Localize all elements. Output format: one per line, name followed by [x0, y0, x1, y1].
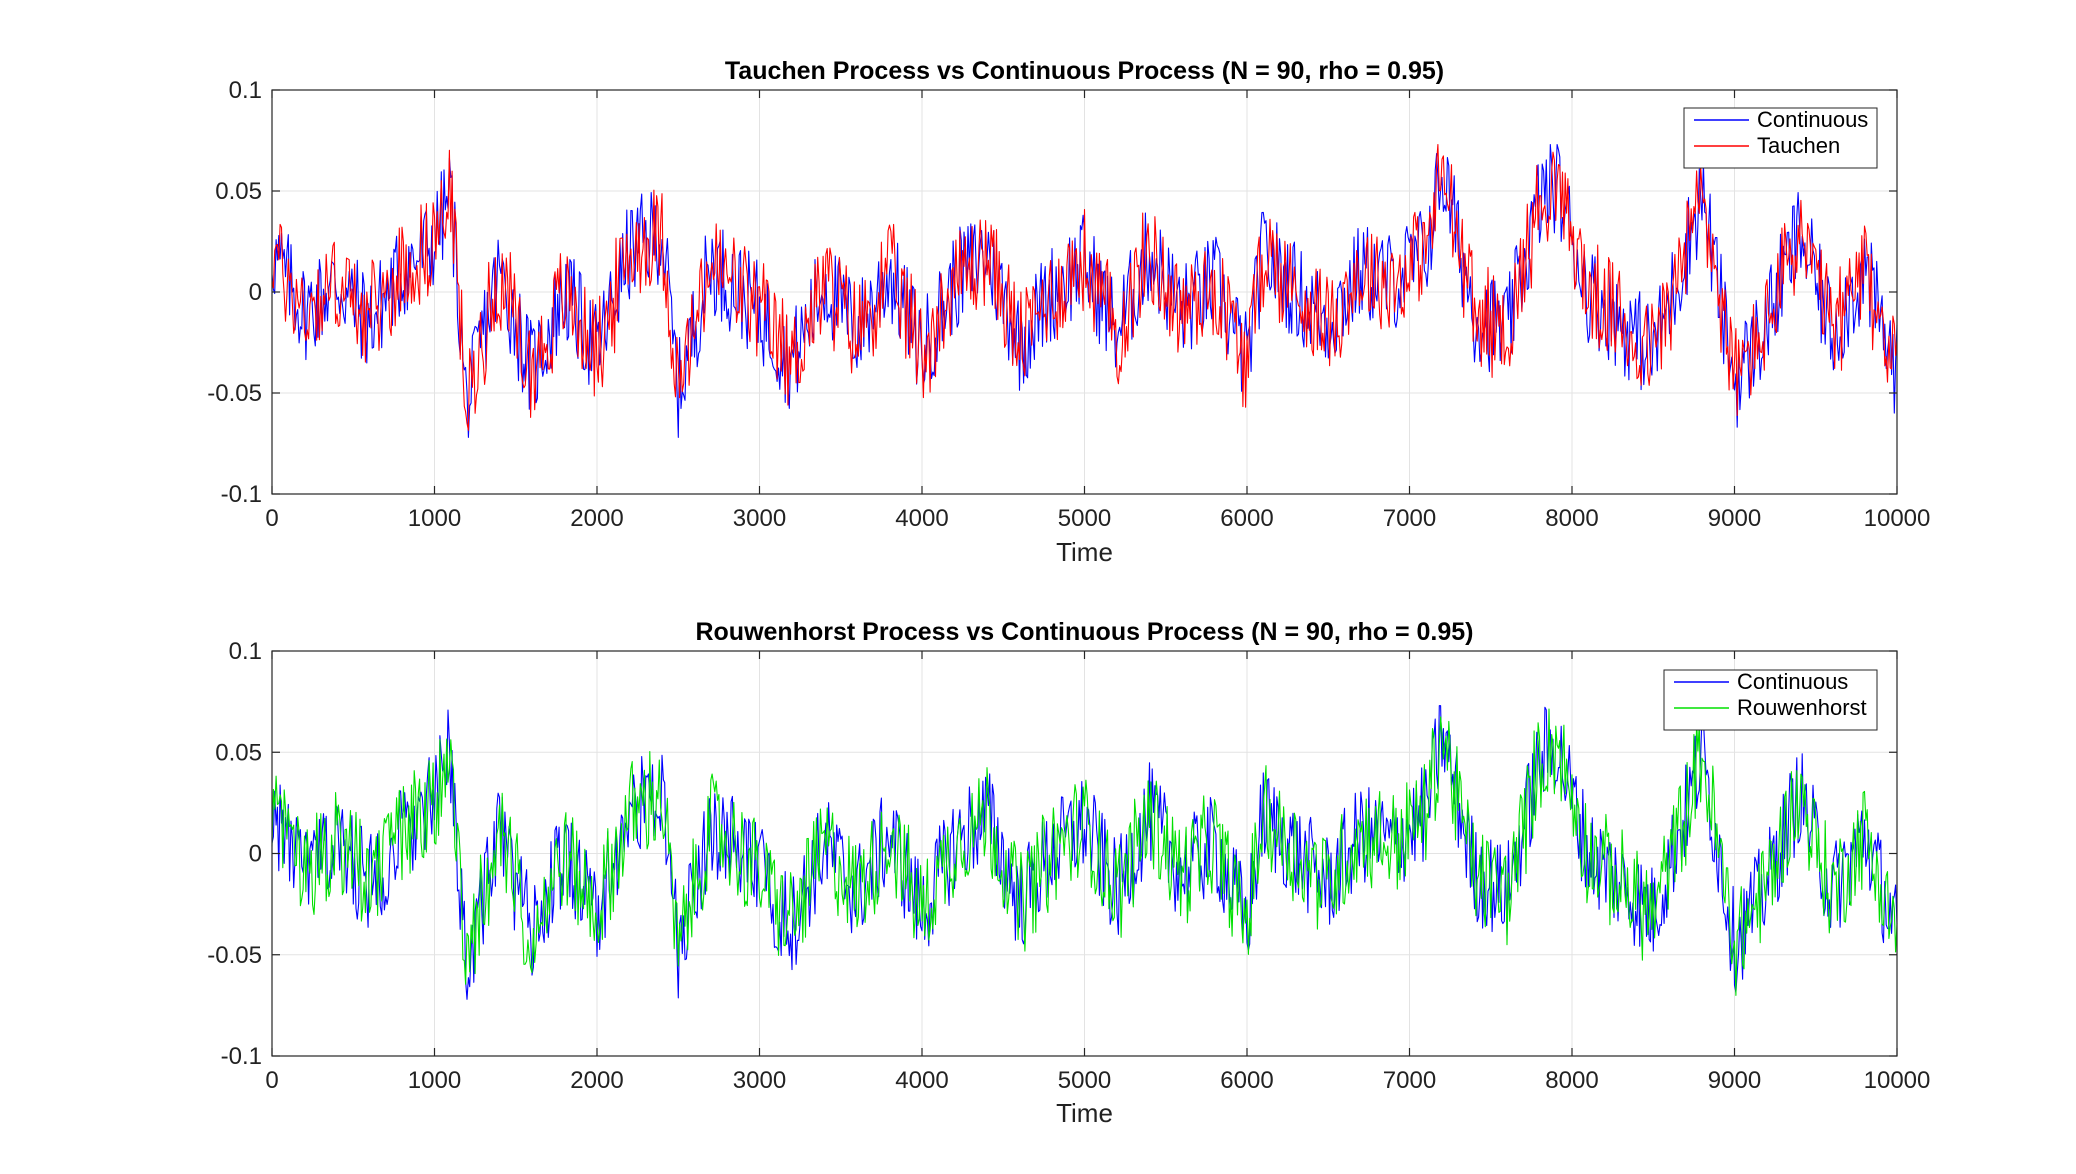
series-line-rouwenhorst: [271, 708, 1898, 996]
y-tick-label: 0.1: [229, 638, 262, 665]
x-tick-label: 10000: [1864, 1067, 1931, 1094]
legend-label: Continuous: [1737, 669, 1848, 694]
x-tick-label: 6000: [1220, 505, 1273, 532]
x-tick-label: 0: [265, 1067, 278, 1094]
legend-box: [1683, 107, 1878, 169]
x-tick-label: 4000: [895, 1067, 948, 1094]
x-tick-label: 10000: [1864, 505, 1931, 532]
x-tick-label: 8000: [1545, 1067, 1598, 1094]
y-tick-label: 0: [249, 279, 262, 306]
x-tick-label: 1000: [408, 1067, 461, 1094]
y-tick-label: 0.1: [229, 77, 262, 104]
legend-label: Continuous: [1757, 107, 1868, 132]
x-tick-label: 7000: [1383, 1067, 1436, 1094]
y-tick-label: -0.05: [207, 942, 262, 969]
x-tick-label: 2000: [570, 1067, 623, 1094]
y-tick-label: -0.1: [221, 481, 262, 508]
series-line-tauchen: [271, 143, 1898, 431]
x-tick-label: 0: [265, 505, 278, 532]
x-tick-label: 2000: [570, 505, 623, 532]
y-tick-label: 0.05: [215, 178, 262, 205]
x-tick-label: 5000: [1058, 1067, 1111, 1094]
ticks: [271, 89, 1898, 495]
x-tick-label: 9000: [1708, 1067, 1761, 1094]
y-tick-label: -0.05: [207, 380, 262, 407]
x-tick-label: 1000: [408, 505, 461, 532]
x-tick-label: 3000: [733, 1067, 786, 1094]
x-axis-label: Time: [1056, 537, 1113, 567]
x-tick-label: 4000: [895, 505, 948, 532]
x-tick-label: 5000: [1058, 505, 1111, 532]
legend-label: Rouwenhorst: [1737, 695, 1867, 720]
x-tick-label: 8000: [1545, 505, 1598, 532]
legend-label: Tauchen: [1757, 133, 1840, 158]
chart-title: Rouwenhorst Process vs Continuous Proces…: [695, 618, 1473, 646]
chart-1: 0 1000 2000 3000 4000 5000 6000 7000 8000 9000 100…: [207, 57, 1930, 567]
x-axis-label: Time: [1056, 1098, 1113, 1128]
y-tick-label: 0: [249, 841, 262, 868]
grid: [272, 651, 1897, 1056]
y-tick-label: -0.1: [221, 1043, 262, 1070]
chart-title: Tauchen Process vs Continuous Process (N…: [725, 57, 1444, 85]
x-tick-label: 3000: [733, 505, 786, 532]
chart-2: 0 1000 2000 3000 4000 5000 6000 7000 8000 9000 100…: [207, 618, 1930, 1128]
x-tick-label: 7000: [1383, 505, 1436, 532]
y-tick-label: 0.05: [215, 739, 262, 766]
ticks: [271, 650, 1898, 1057]
legend-box: [1663, 669, 1878, 731]
x-tick-label: 9000: [1708, 505, 1761, 532]
x-tick-label: 6000: [1220, 1067, 1273, 1094]
